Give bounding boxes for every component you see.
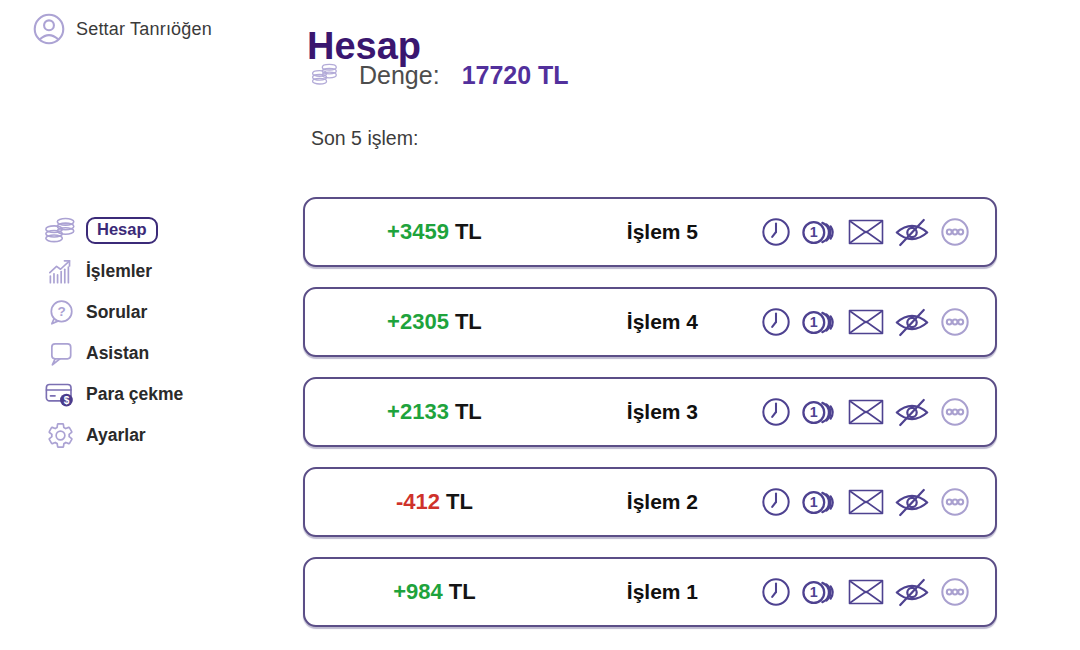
user-icon [33, 13, 65, 45]
coin-history-icon[interactable] [801, 488, 838, 517]
eye-off-icon[interactable] [894, 397, 930, 428]
transaction-row[interactable]: +2133TL İşlem 3 [303, 377, 997, 447]
balance-row: Denge: 17720 TL [311, 60, 569, 90]
balance-label: Denge: [359, 61, 440, 90]
sidebar-item-sorular[interactable]: Sorular [44, 296, 183, 329]
transaction-actions [761, 217, 995, 248]
transaction-list: +3459TL İşlem 5 +2305TL İşlem 4 +2133TL … [303, 197, 997, 627]
sidebar-item-label: Sorular [86, 302, 147, 323]
transaction-actions [761, 397, 995, 428]
transaction-actions [761, 487, 995, 518]
section-label: Son 5 işlem: [311, 127, 418, 150]
transaction-name: İşlem 4 [564, 310, 761, 334]
eye-off-icon[interactable] [894, 217, 930, 248]
coin-history-icon[interactable] [801, 308, 838, 337]
transaction-name: İşlem 3 [564, 400, 761, 424]
transaction-actions [761, 577, 995, 608]
transaction-name: İşlem 1 [564, 580, 761, 604]
clock-icon[interactable] [761, 307, 791, 337]
clock-icon[interactable] [761, 397, 791, 427]
eye-off-icon[interactable] [894, 307, 930, 338]
clock-icon[interactable] [761, 217, 791, 247]
card-withdraw-icon [44, 379, 77, 411]
transaction-name: İşlem 5 [564, 220, 761, 244]
sidebar-item-label: Ayarlar [86, 425, 146, 446]
user-name: Settar Tanrıöğen [76, 19, 212, 40]
sidebar-item-islemler[interactable]: İşlemler [44, 255, 183, 288]
coin-history-icon[interactable] [801, 218, 838, 247]
sidebar-item-hesap[interactable]: Hesap [44, 214, 183, 247]
transaction-amount: -412TL [305, 489, 564, 515]
mail-icon[interactable] [848, 399, 884, 425]
transaction-row[interactable]: +2305TL İşlem 4 [303, 287, 997, 357]
chart-growth-icon [44, 256, 77, 288]
sidebar-item-label: İşlemler [86, 261, 152, 282]
transaction-row[interactable]: +984TL İşlem 1 [303, 557, 997, 627]
ellipsis-icon[interactable] [940, 307, 970, 337]
eye-off-icon[interactable] [894, 487, 930, 518]
sidebar-item-label: Hesap [86, 217, 158, 244]
mail-icon[interactable] [848, 579, 884, 605]
gear-icon [44, 420, 77, 452]
question-bubble-icon [44, 297, 77, 329]
transaction-actions [761, 307, 995, 338]
sidebar-item-asistan[interactable]: Asistan [44, 337, 183, 370]
mail-icon[interactable] [848, 219, 884, 245]
ellipsis-icon[interactable] [940, 397, 970, 427]
clock-icon[interactable] [761, 577, 791, 607]
sidebar-item-ayarlar[interactable]: Ayarlar [44, 419, 183, 452]
sidebar: Hesap İşlemler Sorular Asistan Para çekm… [44, 214, 183, 452]
sidebar-item-label: Asistan [86, 343, 149, 364]
mail-icon[interactable] [848, 309, 884, 335]
clock-icon[interactable] [761, 487, 791, 517]
coin-history-icon[interactable] [801, 398, 838, 427]
sidebar-item-para-cekme[interactable]: Para çekme [44, 378, 183, 411]
ellipsis-icon[interactable] [940, 577, 970, 607]
eye-off-icon[interactable] [894, 577, 930, 608]
coins-icon [311, 60, 339, 90]
transaction-row[interactable]: -412TL İşlem 2 [303, 467, 997, 537]
transaction-amount: +3459TL [305, 219, 564, 245]
balance-value: 17720 TL [462, 61, 569, 90]
transaction-amount: +2133TL [305, 399, 564, 425]
coin-history-icon[interactable] [801, 578, 838, 607]
transaction-name: İşlem 2 [564, 490, 761, 514]
transaction-amount: +2305TL [305, 309, 564, 335]
transaction-amount: +984TL [305, 579, 564, 605]
coins-icon [44, 215, 77, 247]
sidebar-item-label: Para çekme [86, 384, 183, 405]
ellipsis-icon[interactable] [940, 217, 970, 247]
chat-bubble-icon [44, 338, 77, 370]
user-profile[interactable]: Settar Tanrıöğen [33, 13, 212, 45]
transaction-row[interactable]: +3459TL İşlem 5 [303, 197, 997, 267]
mail-icon[interactable] [848, 489, 884, 515]
ellipsis-icon[interactable] [940, 487, 970, 517]
